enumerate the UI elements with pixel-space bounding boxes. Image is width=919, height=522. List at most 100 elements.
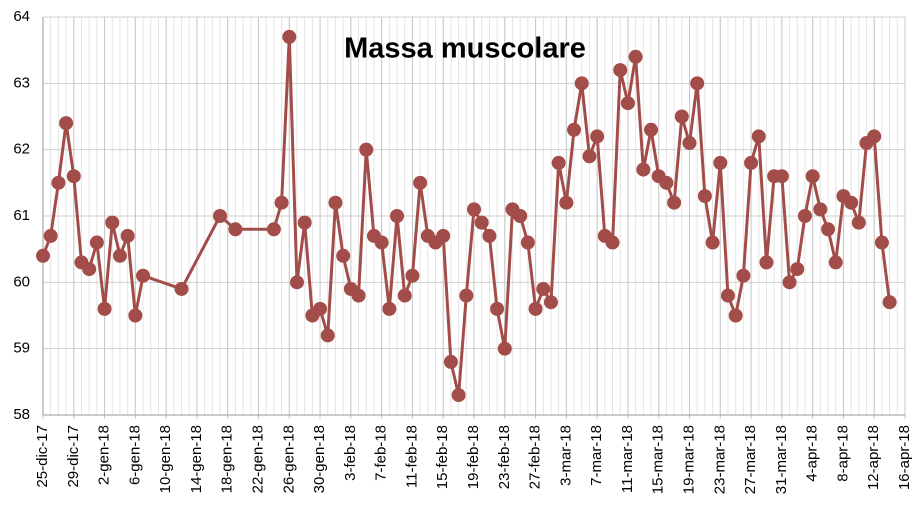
x-tick-label: 6-gen-18: [126, 425, 143, 485]
data-point: [513, 209, 528, 223]
x-tick-label: 19-mar-18: [680, 425, 697, 494]
data-point: [289, 275, 304, 290]
data-point: [136, 268, 151, 283]
data-point: [228, 222, 243, 237]
data-point: [520, 235, 535, 250]
data-point: [728, 308, 743, 323]
plot: [36, 29, 897, 403]
data-point: [644, 122, 659, 137]
data-point: [736, 268, 751, 283]
data-point: [359, 142, 374, 157]
x-tick-label: 12-apr-18: [865, 425, 882, 490]
data-point: [705, 235, 720, 250]
data-point: [620, 96, 635, 111]
data-point: [313, 301, 328, 316]
data-point: [382, 301, 397, 316]
x-tick-label: 22-gen-18: [249, 425, 266, 493]
y-tick-label: 60: [13, 273, 30, 290]
x-tick-label: 4-apr-18: [804, 425, 821, 482]
x-tick-label: 23-mar-18: [711, 425, 728, 494]
data-point: [659, 175, 674, 190]
x-tick-label: 31-mar-18: [773, 425, 790, 494]
data-point: [413, 175, 428, 190]
data-point: [451, 388, 466, 403]
x-tick-label: 29-dic-17: [65, 425, 82, 488]
data-point: [813, 202, 828, 217]
data-point: [320, 328, 335, 343]
x-tick-label: 16-apr-18: [896, 425, 913, 490]
x-tick-label: 27-feb-18: [527, 425, 544, 489]
data-point: [574, 76, 589, 91]
x-tick-label: 8-apr-18: [834, 425, 851, 482]
data-point: [213, 209, 228, 223]
data-point: [105, 215, 120, 230]
y-tick-label: 61: [13, 207, 30, 224]
data-point: [174, 281, 189, 296]
data-point: [590, 129, 605, 144]
data-point: [628, 49, 643, 64]
data-point: [443, 354, 458, 369]
x-tick-label: 7-mar-18: [588, 425, 605, 486]
data-point: [582, 149, 597, 164]
data-point: [374, 235, 389, 250]
data-point: [490, 301, 505, 316]
data-point: [613, 63, 628, 78]
data-point: [559, 195, 574, 210]
data-point: [805, 169, 820, 184]
data-point: [390, 209, 405, 223]
data-point: [474, 215, 489, 230]
y-tick-label: 58: [13, 406, 30, 423]
x-tick-label: 2-gen-18: [96, 425, 113, 485]
data-point: [821, 222, 836, 237]
data-point: [89, 235, 104, 250]
data-point: [536, 281, 551, 296]
x-tick-label: 3-feb-18: [342, 425, 359, 481]
data-point: [467, 202, 481, 217]
y-tick-label: 59: [13, 340, 30, 357]
data-point: [874, 235, 889, 250]
data-point: [297, 215, 312, 230]
data-point: [697, 189, 712, 204]
data-point: [720, 288, 735, 303]
data-point: [397, 288, 412, 303]
x-tick-label: 15-feb-18: [434, 425, 451, 489]
data-point: [497, 341, 512, 356]
data-point: [328, 195, 343, 210]
y-tick-label: 63: [13, 74, 30, 91]
x-tick-label: 18-gen-18: [219, 425, 236, 493]
data-point: [51, 175, 66, 190]
data-point: [882, 295, 897, 310]
data-point: [66, 169, 81, 184]
data-point: [459, 288, 474, 303]
data-point: [551, 155, 566, 170]
data-point: [82, 262, 97, 277]
data-point: [844, 195, 859, 210]
data-point: [636, 162, 651, 177]
data-point: [851, 215, 866, 230]
x-tick-label: 10-gen-18: [157, 425, 174, 493]
x-tick-label: 11-feb-18: [403, 425, 420, 488]
x-tick-label: 25-dic-17: [34, 425, 51, 488]
x-tick-label: 26-gen-18: [280, 425, 297, 493]
data-point: [797, 209, 812, 223]
y-tick-label: 62: [13, 141, 30, 158]
data-point: [667, 195, 682, 210]
data-point: [112, 248, 127, 263]
data-point: [351, 288, 366, 303]
data-point: [282, 29, 297, 44]
data-point: [682, 136, 697, 151]
x-tick-label: 23-feb-18: [496, 425, 513, 489]
data-point: [774, 169, 789, 184]
chart-title: Massa muscolare: [344, 33, 586, 65]
data-point: [266, 222, 281, 237]
data-point: [674, 109, 689, 124]
data-point: [828, 255, 843, 270]
data-point: [567, 122, 582, 137]
data-point: [405, 268, 420, 283]
data-point: [43, 228, 58, 243]
data-point: [128, 308, 143, 323]
x-tick-label: 19-feb-18: [465, 425, 482, 489]
data-point: [690, 76, 705, 91]
x-tick-label: 14-gen-18: [188, 425, 205, 493]
